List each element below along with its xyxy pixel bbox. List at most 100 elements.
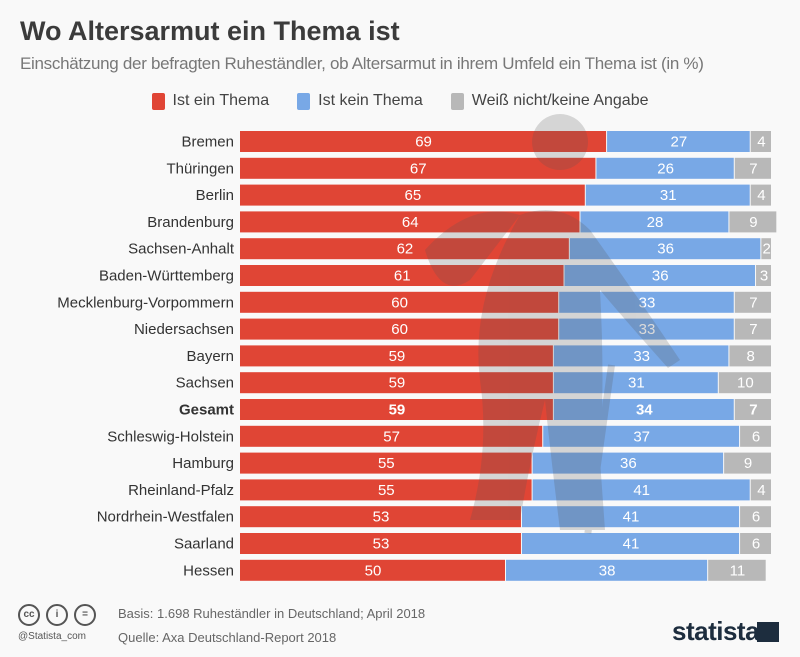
- data-label: 36: [620, 455, 637, 472]
- category-label: Berlin: [196, 187, 234, 204]
- data-label: 55: [378, 482, 395, 499]
- data-label: 10: [737, 375, 754, 392]
- data-label: 61: [394, 268, 411, 285]
- bar-segment: [553, 345, 729, 367]
- bar-segment: [718, 372, 771, 394]
- bar-segment: [585, 184, 750, 206]
- bar-segment: [740, 533, 771, 554]
- bar-segment: [532, 479, 750, 501]
- elderly-silhouette-icon: [425, 114, 680, 534]
- data-label: 28: [647, 214, 664, 231]
- chart-title: Wo Altersarmut ein Thema ist: [20, 16, 400, 46]
- data-label: 41: [623, 536, 640, 553]
- category-label: Saarland: [174, 536, 234, 553]
- data-label: 9: [749, 214, 757, 231]
- bar-segment: [240, 559, 505, 581]
- data-label: 7: [749, 402, 757, 419]
- data-label: 27: [671, 134, 688, 151]
- bar-segment: [240, 318, 559, 340]
- bar-segment: [734, 157, 771, 179]
- data-label: 6: [752, 536, 760, 553]
- statista-logo: statista: [672, 616, 760, 646]
- cc-icon: cc: [18, 604, 40, 626]
- data-label: 67: [410, 160, 427, 177]
- bar-segment: [240, 238, 569, 260]
- bar-segment: [564, 265, 756, 286]
- category-label: Rheinland-Pfalz: [128, 482, 234, 499]
- bar-segment: [543, 425, 740, 447]
- bar-segment: [580, 211, 729, 233]
- bar-segment: [240, 399, 553, 420]
- nd-icon: =: [74, 604, 96, 626]
- data-label: 38: [599, 562, 616, 579]
- category-label: Hessen: [183, 562, 234, 579]
- bar-segment: [740, 425, 771, 447]
- data-label: 36: [657, 241, 674, 258]
- data-label: 69: [415, 134, 432, 151]
- data-label: 4: [757, 482, 765, 499]
- data-label: 7: [749, 294, 757, 311]
- data-label: 33: [639, 321, 656, 338]
- data-label: 60: [391, 321, 408, 338]
- category-label: Nordrhein-Westfalen: [97, 509, 234, 526]
- data-label: 55: [378, 455, 395, 472]
- bar-segment: [734, 318, 771, 340]
- bar-segment: [240, 211, 580, 233]
- data-label: 34: [636, 402, 653, 419]
- bar-segment: [240, 131, 607, 152]
- bar-segment: [724, 452, 771, 474]
- category-label: Gesamt: [179, 402, 234, 419]
- by-icon: i: [46, 604, 68, 626]
- bar-segment: [761, 238, 771, 260]
- bar-segment: [607, 131, 750, 152]
- bar-segment: [559, 291, 734, 313]
- bar-segment: [734, 399, 771, 420]
- bar-segment: [521, 506, 740, 528]
- legend-item: Weiß nicht/keine Angabe: [450, 92, 649, 110]
- legend-label: Ist ein Thema: [172, 92, 270, 109]
- data-label: 7: [749, 160, 757, 177]
- bar-segment: [240, 291, 559, 313]
- legend-swatch: [151, 92, 165, 110]
- statista-handle: @Statista_com: [18, 631, 86, 642]
- data-label: 9: [744, 455, 752, 472]
- data-label: 65: [405, 187, 422, 204]
- data-label: 53: [373, 536, 390, 553]
- data-label: 60: [391, 294, 408, 311]
- data-label: 33: [633, 348, 650, 365]
- category-label: Hamburg: [172, 455, 234, 472]
- bar-segment: [240, 372, 553, 394]
- data-label: 37: [633, 428, 650, 445]
- bar-segment: [240, 157, 596, 179]
- legend-item: Ist kein Thema: [297, 92, 423, 110]
- data-label: 31: [660, 187, 677, 204]
- data-label: 3: [760, 268, 768, 285]
- bar-segment: [569, 238, 761, 260]
- bar-segment: [240, 479, 532, 501]
- bar-segment: [729, 211, 777, 233]
- data-label: 36: [652, 268, 669, 285]
- category-label: Niedersachsen: [134, 321, 234, 338]
- data-label: 8: [747, 348, 755, 365]
- chart-subtitle: Einschätzung der befragten Ruheständler,…: [20, 54, 704, 73]
- bar-segment: [553, 372, 718, 394]
- bar-segment: [240, 265, 564, 286]
- legend-item: Ist ein Thema: [151, 92, 270, 110]
- statista-logo-mark: [757, 622, 779, 642]
- bar-segment: [708, 559, 766, 581]
- bar-segment: [750, 131, 771, 152]
- basis-note: Basis: 1.698 Ruheständler in Deutschland…: [118, 606, 426, 621]
- bar-segment: [240, 425, 543, 447]
- legend-swatch: [297, 92, 311, 110]
- category-label: Sachsen-Anhalt: [128, 241, 235, 258]
- legend-label: Weiß nicht/keine Angabe: [471, 92, 649, 109]
- legend-label: Ist kein Thema: [318, 92, 423, 109]
- bar-segment: [596, 157, 734, 179]
- data-label: 62: [397, 241, 414, 258]
- data-label: 26: [657, 160, 674, 177]
- data-label: 59: [389, 402, 406, 419]
- data-label: 41: [633, 482, 650, 499]
- bar-segment: [750, 184, 771, 206]
- bar-segment: [240, 506, 521, 528]
